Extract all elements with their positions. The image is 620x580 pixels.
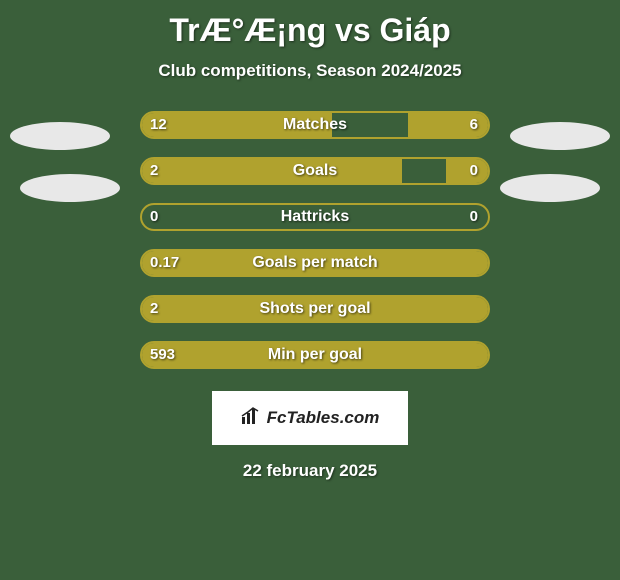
stat-bar-track <box>140 341 490 369</box>
stat-bar-left <box>142 343 488 367</box>
stat-row: Goals per match0.17 <box>0 249 620 295</box>
stat-bar-track <box>140 157 490 185</box>
stat-value-left: 12 <box>150 111 167 139</box>
stat-value-left: 0.17 <box>150 249 179 277</box>
subtitle: Club competitions, Season 2024/2025 <box>0 61 620 81</box>
stat-value-left: 2 <box>150 295 158 323</box>
stat-bar-left <box>142 297 488 321</box>
stat-bar-track <box>140 249 490 277</box>
stat-row: Shots per goal2 <box>0 295 620 341</box>
stat-row: Min per goal593 <box>0 341 620 387</box>
stat-bar-left <box>142 159 402 183</box>
stat-row: Goals20 <box>0 157 620 203</box>
chart-icon <box>241 407 263 430</box>
stat-row: Hattricks00 <box>0 203 620 249</box>
brand-box: FcTables.com <box>212 391 408 445</box>
stat-bar-left <box>142 251 488 275</box>
stat-bar-left <box>142 113 332 137</box>
stat-value-left: 0 <box>150 203 158 231</box>
stat-value-right: 0 <box>470 203 478 231</box>
stat-bar-track <box>140 111 490 139</box>
stat-value-left: 593 <box>150 341 175 369</box>
brand-label: FcTables.com <box>267 408 380 428</box>
stat-row: Matches126 <box>0 111 620 157</box>
stat-bar-track <box>140 203 490 231</box>
stat-value-right: 0 <box>470 157 478 185</box>
stat-bar-track <box>140 295 490 323</box>
date-label: 22 february 2025 <box>0 461 620 481</box>
page-title: TrÆ°Æ¡ng vs Giáp <box>0 0 620 49</box>
stat-bar-right <box>446 159 488 183</box>
stat-value-right: 6 <box>470 111 478 139</box>
stats-container: Matches126Goals20Hattricks00Goals per ma… <box>0 111 620 387</box>
stat-value-left: 2 <box>150 157 158 185</box>
